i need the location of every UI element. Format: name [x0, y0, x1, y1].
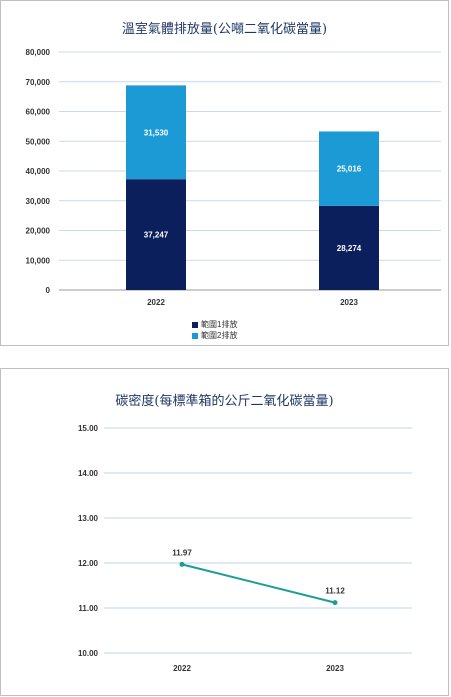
y-tick-label: 10.00 — [78, 649, 99, 658]
data-point — [179, 561, 185, 567]
legend-swatch-scope2 — [192, 332, 198, 339]
point-data-label: 11.97 — [172, 548, 192, 557]
y-tick-label: 70,000 — [26, 78, 51, 87]
y-tick-label: 10,000 — [26, 256, 51, 265]
carbon-intensity-chart-title: 碳密度(每標準箱的公斤二氧化碳當量) — [115, 394, 334, 409]
bar-scope1 — [126, 179, 186, 290]
y-tick-label: 80,000 — [26, 48, 51, 57]
y-tick-label: 50,000 — [26, 137, 51, 146]
emissions-chart-title: 溫室氣體排放量(公噸二氧化碳當量) — [121, 22, 328, 37]
y-tick-label: 15.00 — [78, 424, 99, 433]
y-tick-label: 40,000 — [26, 167, 51, 176]
legend-item-scope1: 範圍1排放 — [192, 319, 237, 330]
legend-label-scope1: 範圍1排放 — [201, 320, 238, 329]
x-tick-label: 2023 — [340, 298, 358, 307]
y-tick-label: 13.00 — [78, 514, 99, 523]
x-tick-label: 2023 — [326, 664, 344, 673]
legend-item-scope2: 範圍2排放 — [192, 330, 237, 341]
carbon-intensity-chart-panel: 碳密度(每標準箱的公斤二氧化碳當量) 10.00 11.00 12.00 13.00 1… — [0, 368, 449, 696]
y-tick-label: 60,000 — [26, 108, 51, 117]
bar-scope2 — [126, 85, 186, 180]
y-tick-label: 12.00 — [78, 559, 99, 568]
x-tick-label: 2022 — [173, 664, 191, 673]
emissions-legend: 範圍1排放 範圍2排放 — [192, 319, 237, 341]
bar-data-label: 25,016 — [337, 165, 362, 174]
legend-label-scope2: 範圍2排放 — [201, 331, 238, 340]
series-line — [181, 563, 336, 604]
y-tick-label: 30,000 — [26, 197, 51, 206]
y-tick-label: 11.00 — [78, 604, 98, 613]
bar-data-label: 28,274 — [337, 244, 362, 253]
bar-data-label: 31,530 — [144, 128, 169, 137]
data-point — [332, 600, 338, 606]
bar-scope2 — [319, 131, 379, 206]
x-tick-label: 2022 — [147, 298, 165, 307]
bar-scope1 — [319, 205, 379, 290]
emissions-chart-canvas: 0 10,000 20,000 30,000 40,000 50,000 60,000 70,… — [26, 48, 441, 307]
emissions-chart-panel: 溫室氣體排放量(公噸二氧化碳當量) 0 10,000 20,000 30,000 40,… — [0, 0, 449, 346]
carbon-intensity-chart-canvas: 10.00 11.00 12.00 13.00 14.00 15.00 11.97 11.12… — [78, 424, 412, 673]
point-data-label: 11.12 — [325, 587, 345, 596]
legend-swatch-scope1 — [192, 321, 198, 328]
y-tick-label: 20,000 — [26, 227, 51, 236]
y-tick-label: 0 — [46, 286, 51, 295]
bar-data-label: 37,247 — [144, 231, 169, 240]
y-tick-label: 14.00 — [78, 469, 99, 478]
